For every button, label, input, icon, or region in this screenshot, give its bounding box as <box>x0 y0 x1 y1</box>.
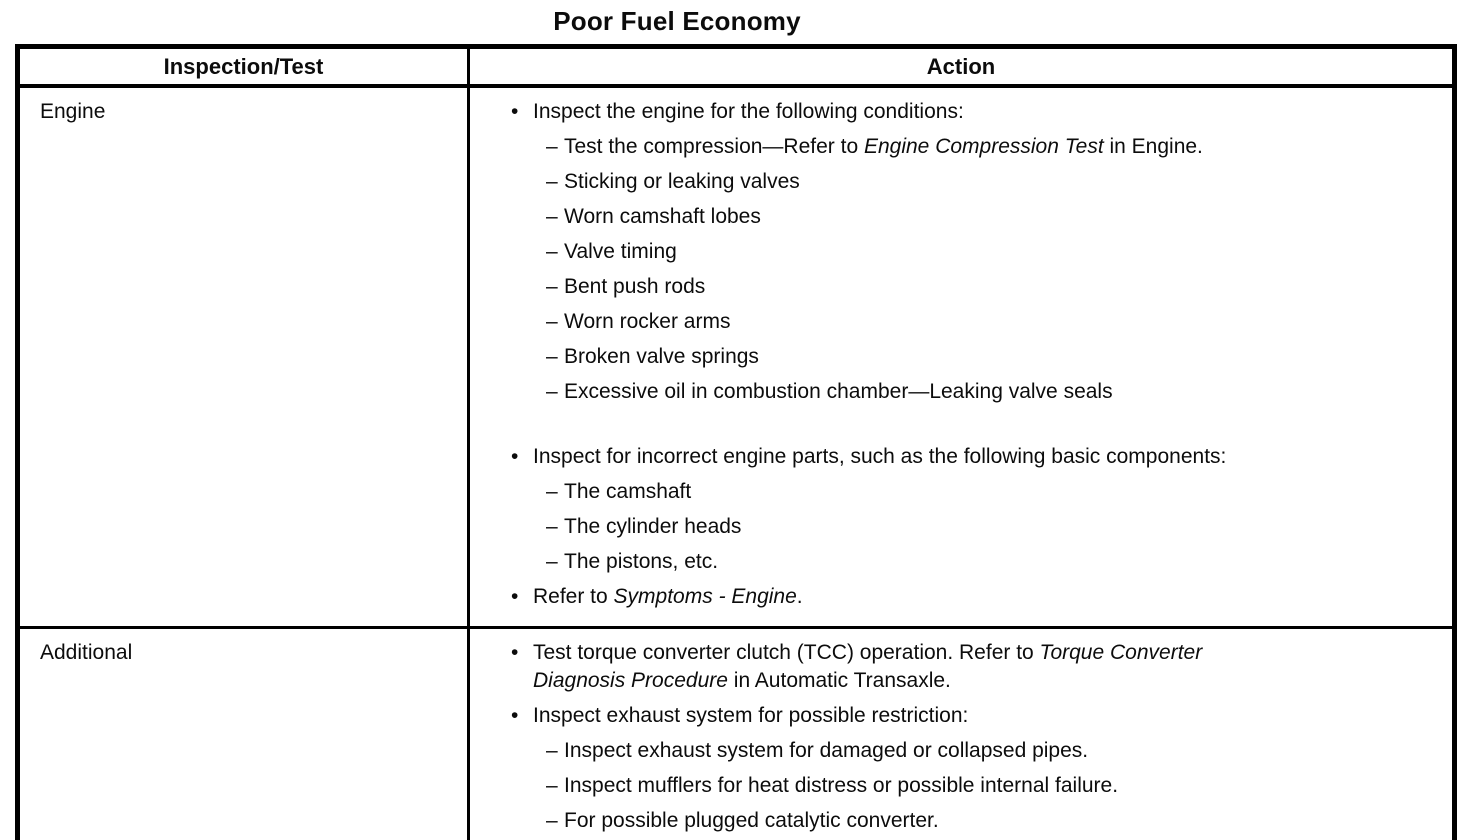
text-segment: Sticking or leaking valves <box>564 170 800 193</box>
action-text: Inspect exhaust system for possible rest… <box>533 702 968 730</box>
action-text: The pistons, etc. <box>564 548 718 576</box>
action-text: The cylinder heads <box>564 513 741 541</box>
bullet-list-item: • Inspect for incorrect engine parts, suc… <box>470 443 1440 471</box>
dash-list-item: – Test the compression—Refer to Engine Co… <box>470 133 1440 161</box>
bullet-list-item: • Test torque converter clutch (TCC) oper… <box>470 639 1440 695</box>
dash-list-item: – Bent push rods <box>470 273 1440 301</box>
bullet-list-item: • Refer to Symptoms - Engine. <box>470 583 1440 611</box>
text-segment: Broken valve springs <box>564 345 759 368</box>
dash-icon: – <box>546 240 558 263</box>
action-text: Inspect mufflers for heat distress or po… <box>564 772 1118 800</box>
dash-icon: – <box>546 380 558 403</box>
inspection-label: Engine <box>40 100 106 123</box>
dash-list-item: – For possible plugged catalytic converte… <box>470 807 1440 835</box>
text-segment: Test the compression—Refer to <box>564 135 864 158</box>
text-segment: Valve timing <box>564 240 677 263</box>
column-header-inspection-test: Inspection/Test <box>20 49 470 84</box>
list-spacer <box>470 413 1440 443</box>
action-text: Sticking or leaking valves <box>564 168 800 196</box>
dash-list-item: – Inspect exhaust system for damaged or c… <box>470 737 1440 765</box>
action-text: Test the compression—Refer to Engine Com… <box>564 133 1203 161</box>
text-segment: Excessive oil in combustion chamber—Leak… <box>564 380 1113 403</box>
action-text: Worn rocker arms <box>564 308 730 336</box>
dash-list-item: – The camshaft <box>470 478 1440 506</box>
text-segment: Worn rocker arms <box>564 310 731 333</box>
text-segment: Inspect mufflers for heat distress or po… <box>564 774 1119 797</box>
text-segment: in Automatic Transaxle. <box>727 669 951 692</box>
dash-icon: – <box>546 809 558 832</box>
bullet-icon: • <box>511 100 519 123</box>
dash-icon: – <box>546 774 558 797</box>
text-segment: The cylinder heads <box>564 515 742 538</box>
action-text: Inspect exhaust system for damaged or co… <box>564 737 1088 765</box>
action-text: Valve timing <box>564 238 677 266</box>
text-segment: in Engine. <box>1103 135 1203 158</box>
action-text: Excessive oil in combustion chamber—Leak… <box>564 378 1113 406</box>
action-text: Bent push rods <box>564 273 705 301</box>
action-text: Test torque converter clutch (TCC) opera… <box>533 639 1202 695</box>
bullet-list-item: • Inspect exhaust system for possible res… <box>470 702 1440 730</box>
reference-title-text: Engine Compression Test <box>863 135 1104 158</box>
reference-title-text: Torque Converter <box>1039 641 1203 664</box>
action-text: Worn camshaft lobes <box>564 203 761 231</box>
dash-icon: – <box>546 739 558 762</box>
reference-title-text: Diagnosis Procedure <box>533 669 728 692</box>
column-header-action: Action <box>926 54 996 79</box>
text-segment: Test torque converter clutch (TCC) opera… <box>533 641 1040 664</box>
dash-icon: – <box>546 275 558 298</box>
text-segment: . <box>796 585 803 608</box>
text-segment: The pistons, etc. <box>564 550 719 573</box>
text-segment: Worn camshaft lobes <box>564 205 761 228</box>
bullet-icon: • <box>511 585 519 608</box>
dash-icon: – <box>546 480 558 503</box>
dash-icon: – <box>546 515 558 538</box>
action-text: Broken valve springs <box>564 343 759 371</box>
dash-list-item: – The pistons, etc. <box>470 548 1440 576</box>
dash-list-item: – Broken valve springs <box>470 343 1440 371</box>
dash-list-item: – Valve timing <box>470 238 1440 266</box>
dash-icon: – <box>546 135 558 158</box>
table-row: Engine • Inspect the engine for the follow… <box>20 88 1452 626</box>
text-segment: Inspect the engine for the following con… <box>533 100 964 123</box>
bullet-icon: • <box>511 641 519 664</box>
action-text: The camshaft <box>564 478 691 506</box>
text-segment: Bent push rods <box>564 275 706 298</box>
table-body: Engine • Inspect the engine for the follow… <box>20 88 1452 840</box>
dash-list-item: – Inspect mufflers for heat distress or p… <box>470 772 1440 800</box>
table-header-row: Inspection/Test Action <box>20 49 1452 88</box>
diagnostic-table: Inspection/Test Action Engine • Inspect th… <box>15 44 1457 840</box>
page-title: Poor Fuel Economy <box>553 6 801 36</box>
dash-icon: – <box>546 550 558 573</box>
action-text: Inspect for incorrect engine parts, such… <box>533 443 1226 471</box>
inspection-label: Additional <box>40 641 133 664</box>
action-text: For possible plugged catalytic converter… <box>564 807 939 835</box>
text-segment: For possible plugged catalytic converter… <box>564 809 939 832</box>
action-cell: • Inspect the engine for the following co… <box>470 88 1452 626</box>
table-row: Additional • Test torque converter clutch … <box>20 626 1452 840</box>
action-cell: • Test torque converter clutch (TCC) oper… <box>470 629 1452 840</box>
action-text: Refer to Symptoms - Engine. <box>533 583 803 611</box>
inspection-cell: Engine <box>20 88 470 626</box>
text-segment: Refer to <box>533 585 614 608</box>
text-segment: Inspect for incorrect engine parts, such… <box>533 445 1227 468</box>
bullet-icon: • <box>511 704 519 727</box>
inspection-cell: Additional <box>20 629 470 840</box>
dash-list-item: – Worn rocker arms <box>470 308 1440 336</box>
dash-icon: – <box>546 345 558 368</box>
dash-list-item: – The cylinder heads <box>470 513 1440 541</box>
action-text: Inspect the engine for the following con… <box>533 98 964 126</box>
reference-title-text: Symptoms - Engine <box>613 585 797 608</box>
bullet-list-item: • Inspect the engine for the following co… <box>470 98 1440 126</box>
dash-icon: – <box>546 170 558 193</box>
dash-list-item: – Sticking or leaking valves <box>470 168 1440 196</box>
dash-icon: – <box>546 310 558 333</box>
bullet-icon: • <box>511 445 519 468</box>
dash-list-item: – Worn camshaft lobes <box>470 203 1440 231</box>
text-segment: Inspect exhaust system for possible rest… <box>533 704 969 727</box>
dash-icon: – <box>546 205 558 228</box>
text-segment: The camshaft <box>564 480 692 503</box>
text-segment: Inspect exhaust system for damaged or co… <box>564 739 1089 762</box>
dash-list-item: – Excessive oil in combustion chamber—Lea… <box>470 378 1440 406</box>
